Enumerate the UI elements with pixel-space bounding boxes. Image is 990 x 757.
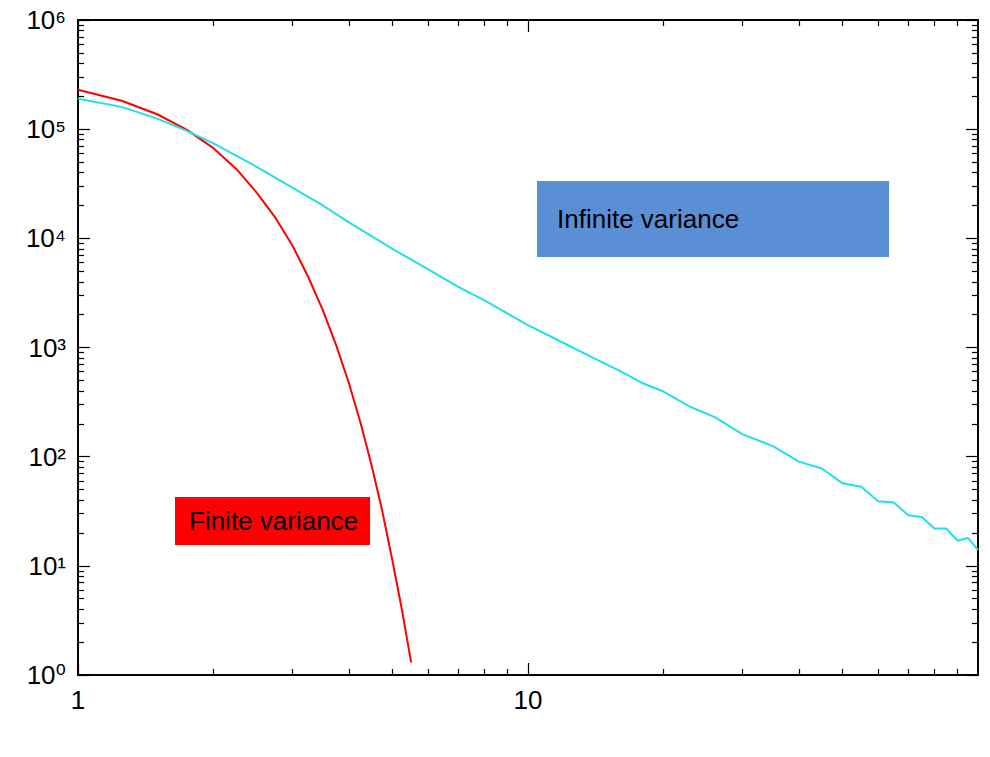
svg-text:10: 10 <box>514 685 543 715</box>
svg-text:10¹: 10¹ <box>28 551 66 581</box>
svg-text:1: 1 <box>71 685 85 715</box>
svg-text:10³: 10³ <box>28 333 66 363</box>
svg-text:Finite variance: Finite variance <box>189 506 358 536</box>
svg-text:10⁶: 10⁶ <box>26 5 66 35</box>
svg-text:10²: 10² <box>28 442 66 472</box>
svg-text:Infinite variance: Infinite variance <box>557 204 739 234</box>
svg-text:10⁴: 10⁴ <box>26 223 66 253</box>
svg-text:10⁰: 10⁰ <box>27 660 66 690</box>
svg-text:10⁵: 10⁵ <box>26 114 66 144</box>
